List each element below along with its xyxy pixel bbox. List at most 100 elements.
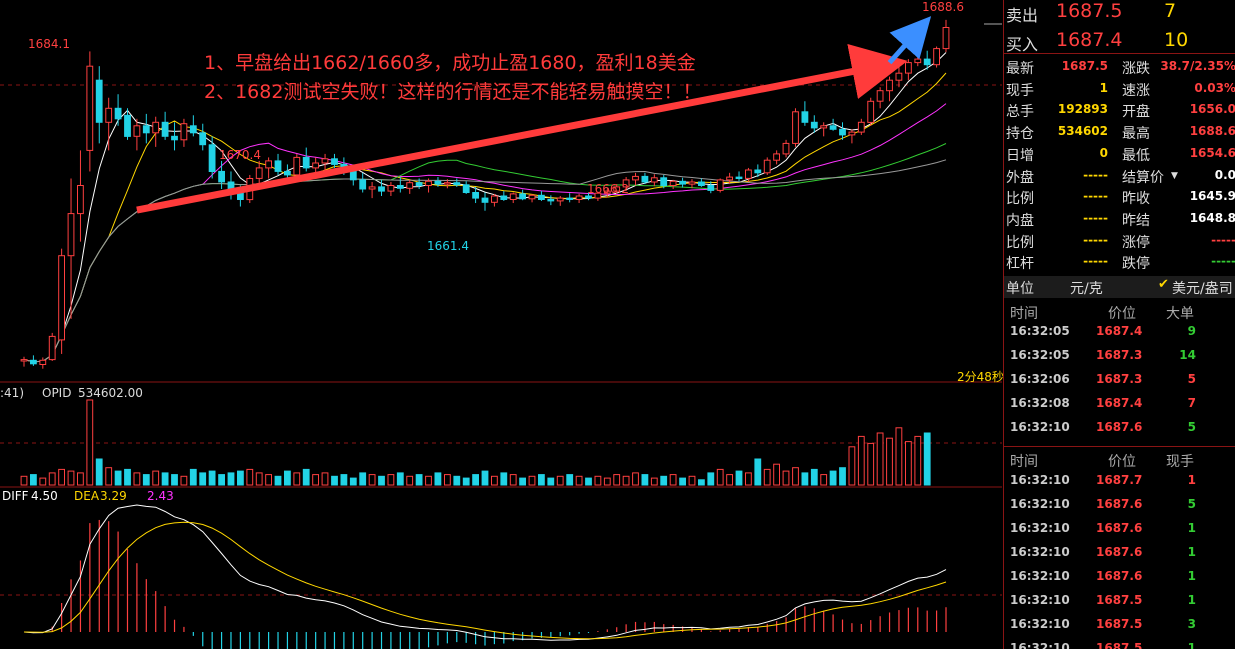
volume-bar [500,472,508,486]
candle [218,170,225,183]
tick-price: 1687.6 [1096,497,1143,511]
unit-cny-per-gram[interactable]: 元/克 [1070,281,1103,297]
candle [58,255,66,341]
candle [641,175,649,183]
volume-bar [237,470,244,486]
tick-row[interactable]: 16:32:10 1687.6 5 [1004,493,1235,517]
volume-bar [669,474,677,486]
volume-bar [142,474,150,486]
tick-price: 1687.5 [1096,641,1143,649]
big-order-row[interactable]: 16:32:08 1687.4 7 [1004,392,1235,416]
stats-row: 比例 ----- 昨收 1645.9 [1004,187,1235,208]
stats-row: 持仓 534602 最高 1688.6 [1004,122,1235,143]
volume-bar [547,477,555,486]
macd-value: 2.43 [147,489,174,503]
unit-usd-per-oz[interactable]: 美元/盎司 [1172,281,1233,297]
candle [509,193,517,200]
stats-row: 最新 1687.5 涨跌 38.7/2.35% [1004,57,1235,78]
volume-bar [30,474,37,486]
stat-value: ----- [1083,210,1108,225]
buy-label: 买入 [1006,35,1039,54]
candle [923,58,931,66]
volume-bar [839,467,846,486]
big-order-row[interactable]: 16:32:05 1687.4 9 [1004,320,1235,344]
stat-label: 日增 [1006,147,1034,164]
candle [585,195,592,199]
ticks-time-header: 时间 [1010,454,1038,470]
dropdown-arrow-icon[interactable]: ▼ [1171,170,1178,181]
trend-arrow [136,43,908,214]
candle [114,107,122,120]
volume-bar [67,470,75,486]
volume-bar [810,468,818,486]
tick-row[interactable]: 16:32:10 1687.7 1 [1004,469,1235,493]
buy-volume: 10 [1164,29,1189,51]
candle [444,182,451,185]
stat-label: 现手 [1006,82,1034,99]
buy-quote-row[interactable]: 买入 1687.4 10 [1004,29,1235,54]
buy-price: 1687.4 [1056,29,1123,51]
candle [669,180,677,187]
stat-value: ----- [1083,167,1108,182]
stat-value: 1 [1099,80,1108,95]
stat-value: ----- [1211,232,1235,247]
candle [48,335,56,361]
candle [801,111,809,123]
volume-bar [472,474,480,486]
candle [274,160,282,172]
countdown-label: 2分48秒 [957,370,1004,384]
candle [302,156,310,169]
tick-price: 1687.6 [1096,569,1143,583]
big-order-row[interactable]: 16:32:10 1687.6 5 [1004,416,1235,440]
candle [312,162,320,169]
candle [745,169,752,179]
tick-row[interactable]: 16:32:10 1687.6 1 [1004,541,1235,565]
sell-quote-row[interactable]: 卖出 1687.5 7 [1004,0,1235,25]
volume-bar [782,470,790,486]
volume-bar [660,475,668,486]
tick-time: 16:32:05 [1010,348,1070,362]
stat-value: 534602 [1057,124,1108,139]
volume-bar [396,472,404,486]
oi-opid-label: OPID [42,386,72,400]
tick-time: 16:32:05 [1010,324,1070,338]
candle [792,111,799,144]
stat-label: 昨收 [1122,191,1150,208]
tick-volume: 5 [1187,420,1196,434]
candle [876,90,884,102]
tick-price: 1687.3 [1096,348,1143,362]
stat-label: 结算价 [1122,169,1164,186]
big-order-row[interactable]: 16:32:06 1687.3 5 [1004,368,1235,392]
volume-bar [425,475,432,486]
tick-row[interactable]: 16:32:10 1687.6 1 [1004,565,1235,589]
volume-bar [763,468,771,486]
unit-row: 单位 元/克 ✔ 美元/盎司 [1004,276,1235,298]
tick-price: 1687.5 [1096,593,1143,607]
volume-bar [735,470,743,486]
candle [284,170,291,176]
candlestick-chart[interactable] [0,0,1002,649]
big-order-row[interactable]: 16:32:05 1687.3 14 [1004,344,1235,368]
chart-area[interactable]: 1、早盘给出1662/1660多，成功止盈1680，盈利18美金 2、1682测… [0,0,1004,649]
unit-label: 单位 [1006,281,1034,297]
tick-row[interactable]: 16:32:10 1687.5 1 [1004,637,1235,649]
stat-value: 0 [1099,145,1108,160]
volume-bar [622,475,630,486]
candle [255,167,263,179]
tick-row[interactable]: 16:32:10 1687.5 1 [1004,589,1235,613]
tick-volume: 1 [1187,545,1196,559]
tick-row[interactable]: 16:32:10 1687.6 1 [1004,517,1235,541]
candle [754,169,762,174]
candle [180,123,188,141]
tick-price: 1687.6 [1096,545,1143,559]
tick-time: 16:32:10 [1010,617,1070,631]
tick-time: 16:32:10 [1010,521,1070,535]
volume-bar [716,468,724,486]
volume-bar [603,477,611,486]
check-icon: ✔ [1158,277,1169,292]
volume-bar [189,468,197,486]
stat-value: ----- [1083,232,1108,247]
tick-row[interactable]: 16:32:10 1687.5 3 [1004,613,1235,637]
tick-time: 16:32:10 [1010,593,1070,607]
tick-volume: 5 [1187,497,1196,511]
